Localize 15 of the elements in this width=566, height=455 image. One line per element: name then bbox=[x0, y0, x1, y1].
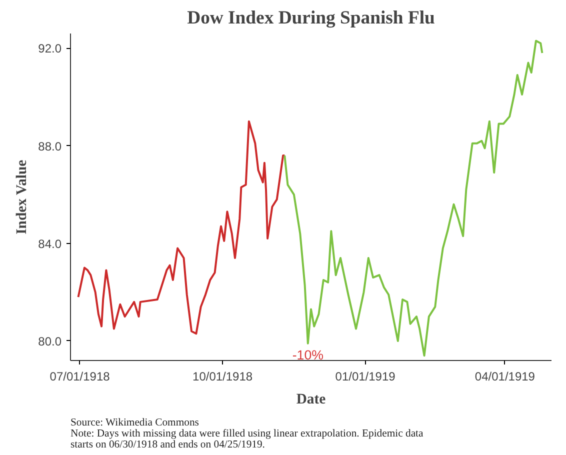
text: Note: Days with missing data were filled using linear extrapolation. Epidemic data starts on 06/30/1918 and ends on 04/25/1919. bbox=[70, 428, 424, 450]
annotation: -10% bbox=[292, 347, 324, 362]
y-axis-title: Index Value bbox=[14, 159, 30, 234]
line-series bbox=[77, 120, 286, 335]
y-tick-label: 92.0 bbox=[38, 42, 62, 56]
x-axis-title: Date bbox=[296, 392, 326, 408]
x-tick-label: 10/01/1918 bbox=[192, 370, 253, 384]
x-tick-label: 04/01/1919 bbox=[474, 370, 536, 384]
x-tick-label: 01/01/1919 bbox=[335, 370, 396, 384]
y-tick-label: 80.0 bbox=[38, 334, 62, 348]
chart-title: Dow Index During Spanish Flu bbox=[187, 8, 435, 28]
x-tick-label: 07/01/1918 bbox=[50, 370, 110, 384]
source-note: Source: Wikimedia Commons bbox=[70, 418, 199, 428]
y-tick-label: 84.0 bbox=[38, 236, 62, 251]
y-tick-label: 88.0 bbox=[38, 139, 62, 154]
